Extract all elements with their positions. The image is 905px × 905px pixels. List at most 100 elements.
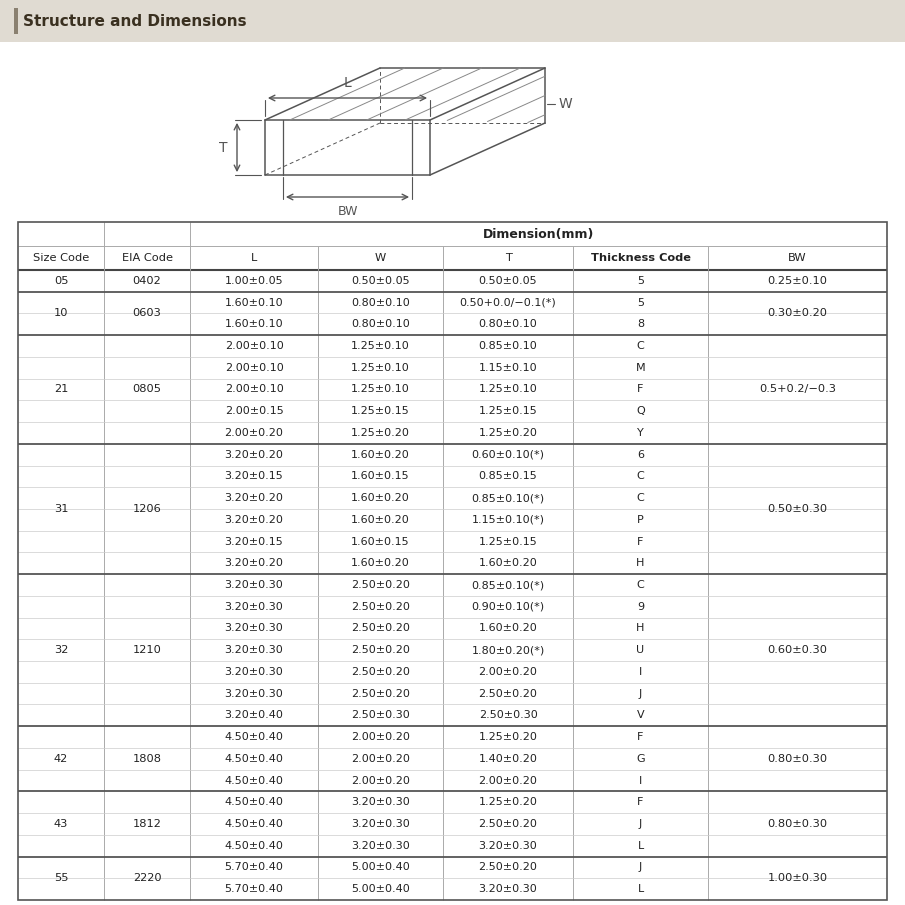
Text: 4.50±0.40: 4.50±0.40 bbox=[224, 819, 283, 829]
Text: 1.00±0.30: 1.00±0.30 bbox=[767, 873, 827, 883]
Text: 5: 5 bbox=[637, 298, 644, 308]
Text: 2.50±0.20: 2.50±0.20 bbox=[479, 819, 538, 829]
Text: 2220: 2220 bbox=[133, 873, 161, 883]
Text: 2.00±0.10: 2.00±0.10 bbox=[224, 363, 283, 373]
Text: 4.50±0.40: 4.50±0.40 bbox=[224, 797, 283, 807]
Text: L: L bbox=[344, 76, 351, 90]
Text: 0.85±0.10(*): 0.85±0.10(*) bbox=[472, 493, 545, 503]
Text: L: L bbox=[251, 253, 257, 263]
Text: J: J bbox=[639, 819, 643, 829]
Text: 5.00±0.40: 5.00±0.40 bbox=[351, 862, 410, 872]
Text: 6: 6 bbox=[637, 450, 644, 460]
Text: 9: 9 bbox=[637, 602, 644, 612]
Text: 0.60±0.30: 0.60±0.30 bbox=[767, 645, 827, 655]
Text: 3.20±0.15: 3.20±0.15 bbox=[224, 472, 283, 481]
Text: G: G bbox=[636, 754, 644, 764]
Text: 3.20±0.30: 3.20±0.30 bbox=[224, 645, 283, 655]
Text: Thickness Code: Thickness Code bbox=[590, 253, 691, 263]
Text: 43: 43 bbox=[53, 819, 68, 829]
Text: 1.60±0.20: 1.60±0.20 bbox=[479, 558, 538, 568]
Text: 1.25±0.20: 1.25±0.20 bbox=[351, 428, 410, 438]
Text: 2.50±0.30: 2.50±0.30 bbox=[479, 710, 538, 720]
Text: 1.25±0.15: 1.25±0.15 bbox=[479, 537, 538, 547]
Text: H: H bbox=[636, 624, 644, 634]
Text: 0.30±0.20: 0.30±0.20 bbox=[767, 309, 827, 319]
Text: 4.50±0.40: 4.50±0.40 bbox=[224, 732, 283, 742]
Text: 1.25±0.20: 1.25±0.20 bbox=[479, 732, 538, 742]
Bar bbox=[18, 222, 887, 900]
Text: 5: 5 bbox=[637, 276, 644, 286]
Text: 3.20±0.30: 3.20±0.30 bbox=[351, 841, 410, 851]
Text: 1206: 1206 bbox=[133, 504, 161, 514]
Text: 1.60±0.20: 1.60±0.20 bbox=[479, 624, 538, 634]
Text: 1.60±0.15: 1.60±0.15 bbox=[351, 537, 410, 547]
Text: 0.25±0.10: 0.25±0.10 bbox=[767, 276, 827, 286]
Text: I: I bbox=[639, 776, 643, 786]
Text: 2.00±0.20: 2.00±0.20 bbox=[479, 776, 538, 786]
Text: 3.20±0.20: 3.20±0.20 bbox=[224, 450, 283, 460]
Text: 3.20±0.30: 3.20±0.30 bbox=[351, 819, 410, 829]
Text: 1210: 1210 bbox=[132, 645, 161, 655]
Text: 2.00±0.10: 2.00±0.10 bbox=[224, 385, 283, 395]
Text: 0402: 0402 bbox=[133, 276, 161, 286]
Text: 0.60±0.10(*): 0.60±0.10(*) bbox=[472, 450, 545, 460]
Text: 4.50±0.40: 4.50±0.40 bbox=[224, 841, 283, 851]
Text: T: T bbox=[218, 140, 227, 155]
Text: Structure and Dimensions: Structure and Dimensions bbox=[23, 14, 247, 28]
Text: 3.20±0.30: 3.20±0.30 bbox=[224, 580, 283, 590]
Text: U: U bbox=[636, 645, 644, 655]
Text: 2.00±0.20: 2.00±0.20 bbox=[479, 667, 538, 677]
Text: J: J bbox=[639, 862, 643, 872]
Text: 1.25±0.10: 1.25±0.10 bbox=[351, 341, 410, 351]
Text: 05: 05 bbox=[53, 276, 68, 286]
Text: 3.20±0.30: 3.20±0.30 bbox=[224, 667, 283, 677]
Text: 0.80±0.10: 0.80±0.10 bbox=[351, 319, 410, 329]
Text: 0603: 0603 bbox=[132, 309, 161, 319]
Text: 3.20±0.40: 3.20±0.40 bbox=[224, 710, 283, 720]
Text: 2.50±0.20: 2.50±0.20 bbox=[351, 580, 410, 590]
Text: 3.20±0.20: 3.20±0.20 bbox=[224, 493, 283, 503]
Text: 0.50+0.0/−0.1(*): 0.50+0.0/−0.1(*) bbox=[460, 298, 557, 308]
Text: 3.20±0.30: 3.20±0.30 bbox=[224, 624, 283, 634]
Text: 1.60±0.10: 1.60±0.10 bbox=[224, 319, 283, 329]
Text: 0.85±0.10: 0.85±0.10 bbox=[479, 341, 538, 351]
Text: L: L bbox=[637, 884, 643, 894]
Text: 10: 10 bbox=[53, 309, 68, 319]
Text: 2.00±0.20: 2.00±0.20 bbox=[351, 732, 410, 742]
Text: BW: BW bbox=[788, 253, 807, 263]
Text: 5.70±0.40: 5.70±0.40 bbox=[224, 884, 283, 894]
Bar bbox=[0, 0, 905, 42]
Text: 3.20±0.15: 3.20±0.15 bbox=[224, 537, 283, 547]
Text: 1.25±0.15: 1.25±0.15 bbox=[479, 406, 538, 416]
Text: 1.60±0.20: 1.60±0.20 bbox=[351, 450, 410, 460]
Text: 3.20±0.30: 3.20±0.30 bbox=[224, 689, 283, 699]
Text: 4.50±0.40: 4.50±0.40 bbox=[224, 754, 283, 764]
Bar bbox=[14, 8, 18, 34]
Text: 1.60±0.20: 1.60±0.20 bbox=[351, 558, 410, 568]
Text: Size Code: Size Code bbox=[33, 253, 89, 263]
Text: EIA Code: EIA Code bbox=[121, 253, 173, 263]
Text: 0805: 0805 bbox=[132, 385, 161, 395]
Text: C: C bbox=[636, 580, 644, 590]
Text: 3.20±0.30: 3.20±0.30 bbox=[224, 602, 283, 612]
Text: 1.60±0.10: 1.60±0.10 bbox=[224, 298, 283, 308]
Text: T: T bbox=[505, 253, 511, 263]
Text: 0.50±0.05: 0.50±0.05 bbox=[351, 276, 410, 286]
Text: Y: Y bbox=[637, 428, 643, 438]
Text: 55: 55 bbox=[53, 873, 68, 883]
Text: J: J bbox=[639, 689, 643, 699]
Text: 1.15±0.10: 1.15±0.10 bbox=[479, 363, 538, 373]
Text: 2.50±0.20: 2.50±0.20 bbox=[351, 602, 410, 612]
Text: 1.60±0.20: 1.60±0.20 bbox=[351, 493, 410, 503]
Text: L: L bbox=[637, 841, 643, 851]
Text: 1.60±0.20: 1.60±0.20 bbox=[351, 515, 410, 525]
Text: 1.25±0.15: 1.25±0.15 bbox=[351, 406, 410, 416]
Text: C: C bbox=[636, 472, 644, 481]
Text: 0.5+0.2/−0.3: 0.5+0.2/−0.3 bbox=[759, 385, 836, 395]
Text: M: M bbox=[635, 363, 645, 373]
Text: 2.00±0.20: 2.00±0.20 bbox=[351, 754, 410, 764]
Text: 2.50±0.20: 2.50±0.20 bbox=[351, 624, 410, 634]
Text: 4.50±0.40: 4.50±0.40 bbox=[224, 776, 283, 786]
Text: 2.50±0.20: 2.50±0.20 bbox=[479, 689, 538, 699]
Text: F: F bbox=[637, 385, 643, 395]
